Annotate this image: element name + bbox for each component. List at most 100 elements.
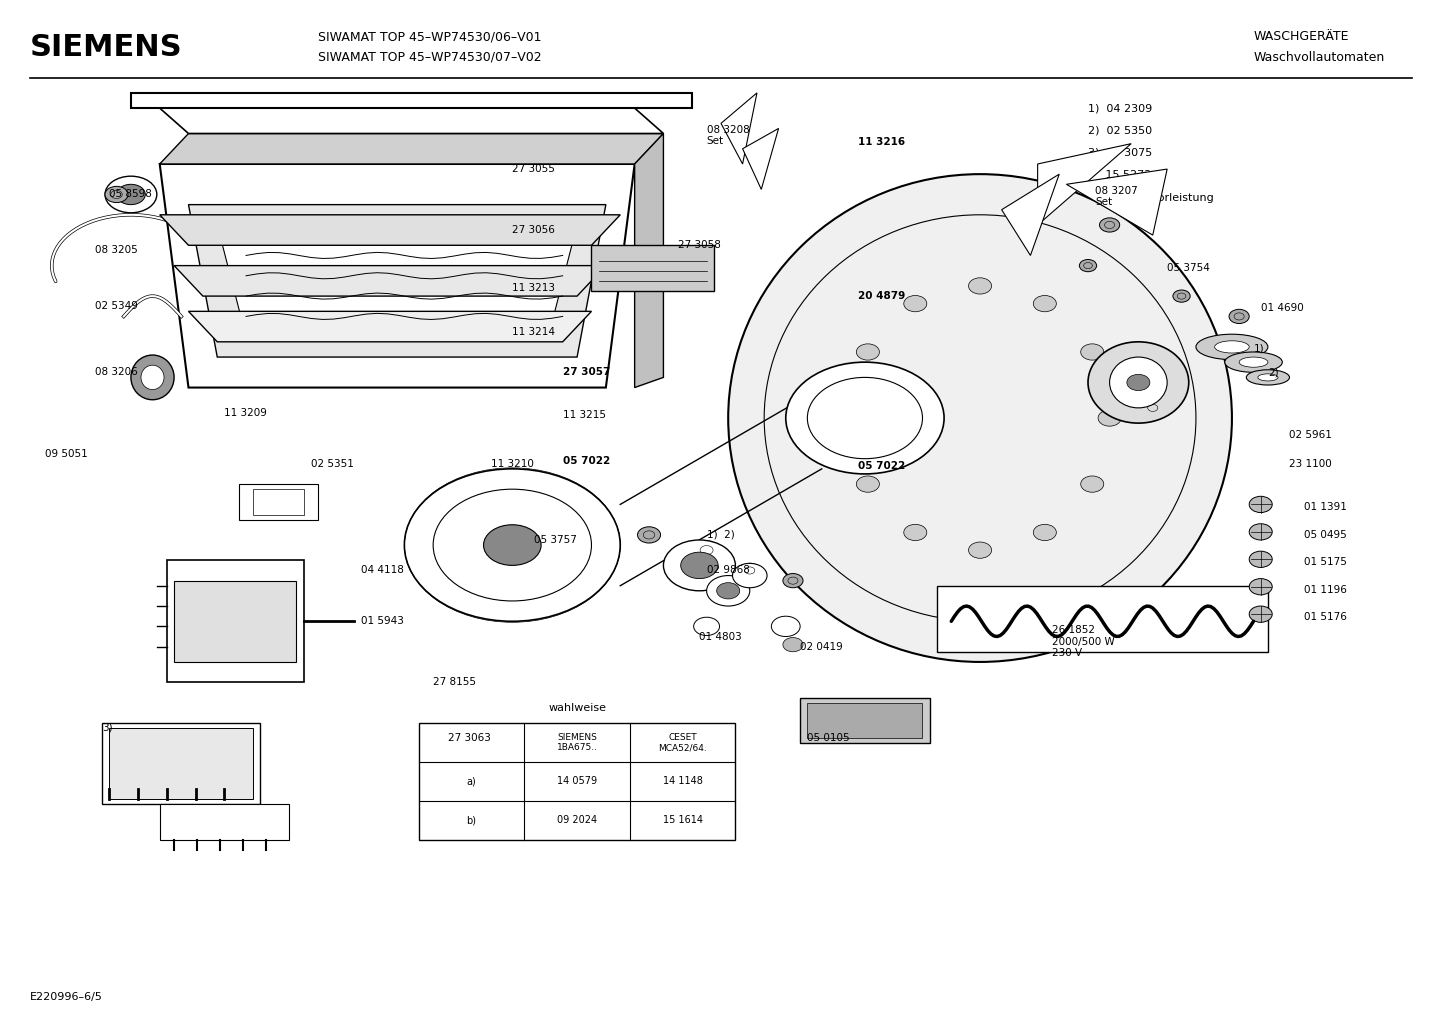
Text: 1)  04 2309: 1) 04 2309: [1089, 103, 1152, 113]
Text: 05 7022: 05 7022: [858, 461, 906, 471]
Text: 01 4690: 01 4690: [1260, 304, 1304, 313]
Circle shape: [1229, 310, 1249, 323]
Ellipse shape: [141, 365, 164, 389]
Ellipse shape: [1214, 340, 1249, 353]
Text: E220996–6/5: E220996–6/5: [30, 993, 102, 1003]
Text: SIWAMAT TOP 45–WP74530/07–V02: SIWAMAT TOP 45–WP74530/07–V02: [319, 51, 542, 64]
Bar: [591, 246, 714, 291]
Circle shape: [783, 638, 803, 652]
Circle shape: [857, 343, 880, 360]
Text: 3)  27 3075: 3) 27 3075: [1089, 148, 1152, 158]
Circle shape: [969, 542, 992, 558]
Polygon shape: [174, 266, 606, 297]
Text: 02 9868: 02 9868: [707, 566, 750, 576]
Polygon shape: [743, 128, 779, 190]
Circle shape: [1034, 525, 1057, 540]
Text: 11 3214: 11 3214: [512, 327, 555, 336]
Circle shape: [117, 184, 146, 205]
Text: 27 3058: 27 3058: [678, 240, 721, 251]
Ellipse shape: [131, 355, 174, 399]
Polygon shape: [160, 133, 663, 164]
Circle shape: [1249, 579, 1272, 595]
Text: 01 5943: 01 5943: [360, 616, 404, 627]
Circle shape: [857, 476, 880, 492]
Circle shape: [839, 410, 862, 426]
Circle shape: [1126, 374, 1149, 390]
Circle shape: [1080, 260, 1096, 272]
Text: 01 5176: 01 5176: [1304, 612, 1347, 623]
Circle shape: [404, 469, 620, 622]
Bar: [808, 702, 923, 738]
Text: 15 5272: 15 5272: [1089, 170, 1151, 180]
Text: 05 8598: 05 8598: [110, 190, 153, 200]
Text: SIWAMAT TOP 45–WP74530/06–V01: SIWAMAT TOP 45–WP74530/06–V01: [319, 31, 542, 44]
Text: 02 5349: 02 5349: [95, 302, 138, 311]
Polygon shape: [218, 225, 577, 336]
Text: 26 1852
2000/500 W
230 V: 26 1852 2000/500 W 230 V: [1053, 625, 1115, 658]
Text: CESET
MCA52/64.: CESET MCA52/64.: [658, 733, 707, 752]
Text: 1)  2): 1) 2): [707, 530, 734, 540]
Text: b): b): [467, 815, 476, 825]
Ellipse shape: [1195, 334, 1268, 360]
Text: a): a): [467, 776, 476, 787]
Ellipse shape: [1089, 341, 1188, 423]
Text: wahlweise: wahlweise: [548, 703, 606, 712]
Circle shape: [105, 176, 157, 213]
Bar: [800, 697, 930, 743]
Text: 01 1196: 01 1196: [1304, 585, 1347, 595]
Text: 27 3063: 27 3063: [447, 733, 490, 743]
Text: 1): 1): [1253, 344, 1265, 354]
Polygon shape: [721, 93, 757, 164]
Text: 11 3209: 11 3209: [225, 408, 267, 418]
Text: 27 3056: 27 3056: [512, 225, 555, 235]
Ellipse shape: [1257, 374, 1278, 381]
Circle shape: [1249, 551, 1272, 568]
Ellipse shape: [1246, 370, 1289, 385]
Circle shape: [904, 296, 927, 312]
Bar: [110, 728, 254, 799]
Text: 01 5175: 01 5175: [1304, 557, 1347, 568]
Circle shape: [1034, 296, 1057, 312]
Polygon shape: [1067, 169, 1167, 235]
Text: 20 4879: 20 4879: [858, 291, 906, 301]
Text: 08 3207
Set: 08 3207 Set: [1094, 185, 1138, 207]
Circle shape: [663, 540, 735, 591]
Bar: [167, 560, 304, 683]
Text: 11 3216: 11 3216: [858, 137, 904, 147]
Bar: [102, 722, 261, 804]
Text: 09 2024: 09 2024: [557, 815, 597, 825]
Polygon shape: [160, 164, 634, 387]
Circle shape: [1080, 343, 1103, 360]
Circle shape: [733, 564, 767, 588]
Text: 08 3208
Set: 08 3208 Set: [707, 124, 750, 147]
Circle shape: [717, 583, 740, 599]
Circle shape: [707, 576, 750, 606]
Text: SIEMENS
1BA675..: SIEMENS 1BA675..: [557, 733, 597, 752]
Circle shape: [681, 552, 718, 579]
Text: Waschvollautomaten: Waschvollautomaten: [1253, 51, 1384, 64]
Circle shape: [1249, 606, 1272, 623]
Circle shape: [783, 574, 803, 588]
Text: 11 3213: 11 3213: [512, 283, 555, 293]
Text: 3): 3): [102, 723, 112, 733]
Text: 08 3205: 08 3205: [95, 246, 137, 256]
Circle shape: [904, 525, 927, 540]
Text: 09 5051: 09 5051: [45, 448, 88, 459]
Text: 11 3210: 11 3210: [490, 459, 534, 469]
Polygon shape: [160, 215, 620, 246]
Bar: [418, 722, 735, 840]
Text: 2): 2): [1268, 367, 1279, 377]
Text: 14 1148: 14 1148: [663, 776, 702, 787]
Text: 04 4118: 04 4118: [360, 566, 404, 576]
Polygon shape: [1038, 144, 1131, 225]
Text: SIEMENS: SIEMENS: [30, 33, 183, 61]
Polygon shape: [634, 133, 663, 387]
Polygon shape: [160, 108, 663, 133]
Circle shape: [1099, 218, 1119, 232]
Ellipse shape: [1109, 357, 1167, 408]
Text: 15 1614: 15 1614: [663, 815, 702, 825]
Bar: [254, 489, 304, 515]
Polygon shape: [1002, 174, 1060, 256]
Text: 02 5351: 02 5351: [311, 459, 353, 469]
Circle shape: [786, 362, 945, 474]
